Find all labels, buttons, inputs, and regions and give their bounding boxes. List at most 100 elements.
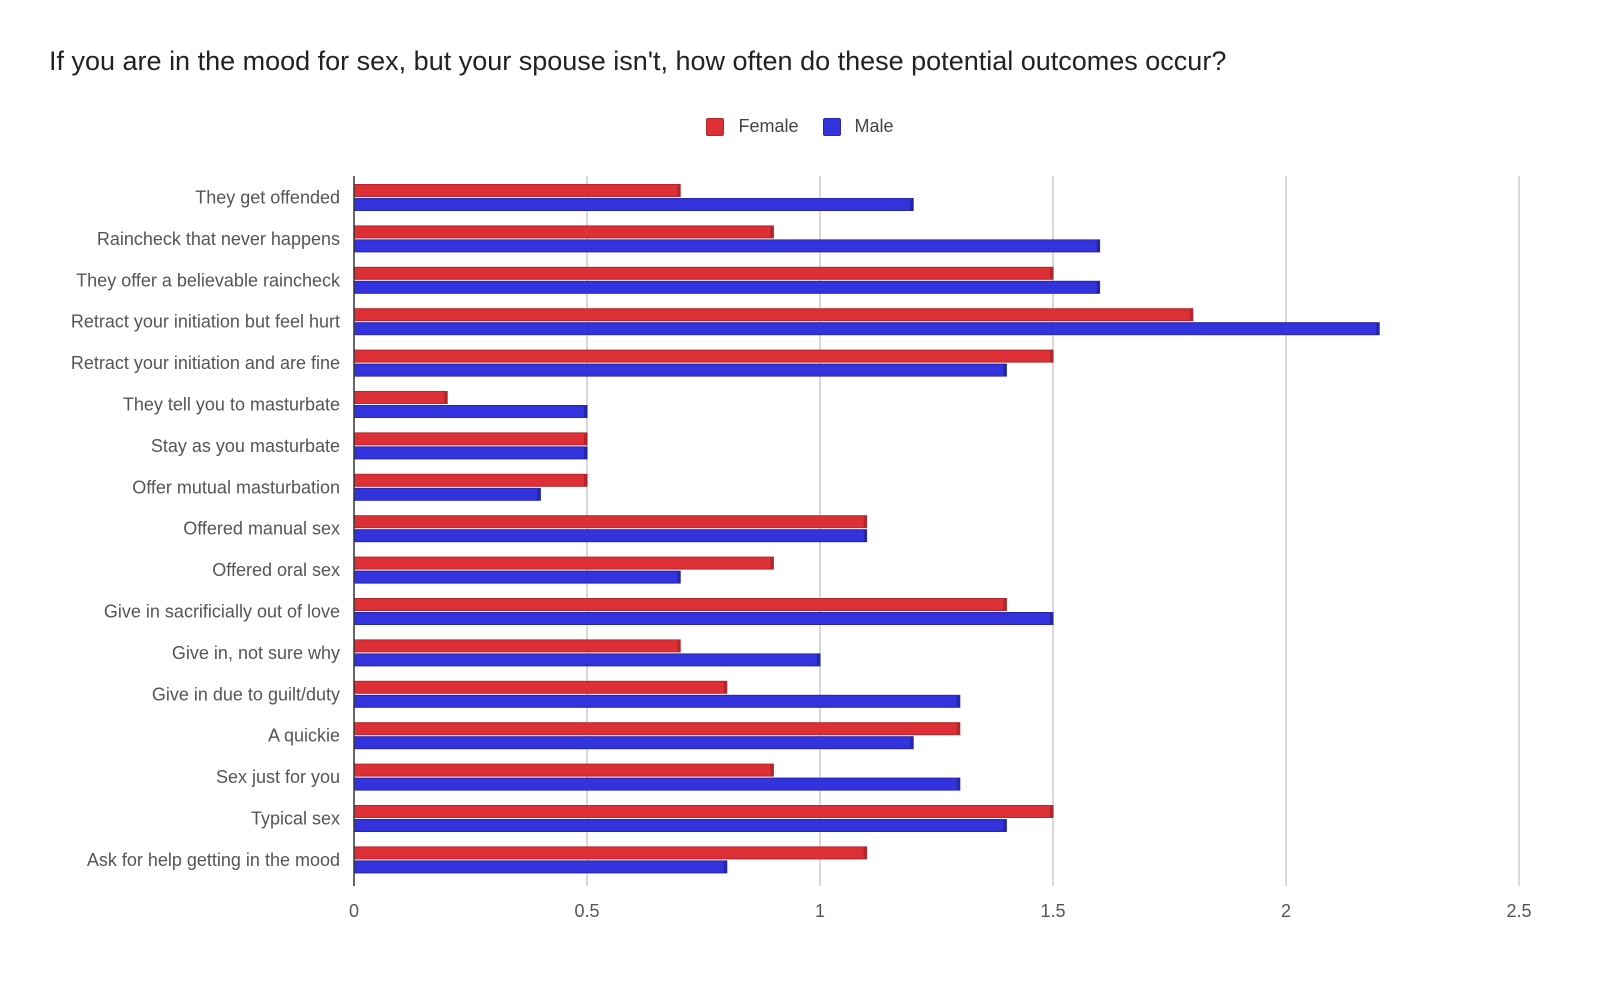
bar-edge [1050, 267, 1053, 280]
bar-female [353, 556, 774, 570]
category-label: They get offended [195, 188, 340, 208]
bar-edge [817, 653, 820, 666]
x-tick-label: 1 [815, 901, 825, 921]
category-label: Offered oral sex [212, 560, 340, 580]
bar-edge [723, 681, 727, 694]
bar-edge [1003, 598, 1007, 611]
legend-label-female: Female [738, 116, 799, 136]
bar-edge [863, 846, 867, 859]
bar-edge [910, 198, 914, 211]
bar-male [353, 529, 868, 543]
bar-edge [1050, 350, 1053, 363]
bar-female [353, 349, 1054, 363]
bar-edge [910, 736, 914, 749]
bar-edge [584, 405, 587, 418]
category-label: Raincheck that never happens [97, 229, 340, 249]
bar-edge [677, 639, 681, 652]
bar-edge [863, 515, 867, 528]
category-label: Stay as you masturbate [151, 436, 340, 456]
bar-edge [444, 391, 448, 404]
bar-female [353, 515, 868, 529]
category-label: A quickie [268, 726, 340, 746]
category-label: Give in, not sure why [172, 643, 340, 663]
x-tick-label: 0.5 [574, 901, 599, 921]
bar-male [353, 819, 1007, 832]
bar-male [353, 363, 1007, 377]
bar-edge [956, 778, 960, 791]
bar-edge [1050, 612, 1053, 625]
bar-edge [1050, 805, 1053, 818]
bar-male [353, 653, 821, 667]
category-label: Retract your initiation and are fine [71, 353, 340, 373]
bar-edge [1189, 308, 1193, 321]
bar-female [353, 308, 1194, 322]
bar-edge [1096, 239, 1100, 252]
legend-item-female[interactable]: Female [706, 116, 799, 137]
bar-male [353, 570, 681, 584]
bar-edge [1003, 364, 1007, 377]
bar-female [353, 846, 868, 860]
category-label: They tell you to masturbate [123, 395, 340, 415]
category-label: Give in due to guilt/duty [152, 684, 340, 704]
x-tick-label: 2.5 [1506, 901, 1531, 921]
bar-male [353, 860, 728, 874]
category-label: Give in sacrificially out of love [104, 602, 340, 622]
category-label: Offer mutual masturbation [132, 477, 340, 497]
x-tick-label: 0 [349, 901, 359, 921]
bar-female [353, 266, 1054, 280]
category-label: Typical sex [251, 809, 340, 829]
chart-legend: Female Male [0, 116, 1600, 137]
bar-edge [677, 571, 681, 584]
legend-swatch-female [706, 117, 725, 136]
bar-female [353, 722, 961, 736]
bar-edge [537, 488, 541, 501]
bar-edge [1003, 819, 1007, 832]
bar-edge [1096, 281, 1100, 294]
bar-edge [584, 474, 587, 487]
bar-male [353, 777, 961, 791]
chart-title: If you are in the mood for sex, but your… [49, 46, 1227, 76]
bar-male [353, 612, 1054, 625]
bar-female [353, 763, 774, 777]
bar-edge [863, 529, 867, 542]
bar-male [353, 322, 1380, 336]
legend-swatch-male [822, 117, 841, 136]
bar-male [353, 280, 1101, 294]
bar-female [353, 805, 1054, 818]
bar-female [353, 639, 681, 653]
bar-female [353, 391, 448, 404]
bar-edge [1376, 322, 1380, 335]
bar-female [353, 473, 588, 487]
bar-edge [770, 764, 774, 777]
category-label: Retract your initiation but feel hurt [71, 312, 340, 332]
bar-edge [584, 446, 587, 459]
bar-male [353, 198, 914, 211]
bar-female [353, 184, 681, 197]
bar-female [353, 598, 1007, 611]
bar-male [353, 694, 961, 708]
bar-edge [677, 184, 681, 197]
category-label: Ask for help getting in the mood [87, 850, 340, 870]
bar-edge [584, 432, 587, 445]
legend-label-male: Male [854, 116, 894, 136]
category-label: They offer a believable raincheck [76, 270, 341, 290]
bar-female [353, 225, 774, 239]
bar-female [353, 432, 588, 446]
bar-male [353, 239, 1101, 253]
bar-male [353, 405, 588, 418]
bar-male [353, 446, 588, 460]
category-label: Sex just for you [216, 767, 340, 787]
legend-item-male[interactable]: Male [822, 116, 894, 137]
bar-edge [956, 695, 960, 708]
bar-female [353, 680, 728, 694]
category-label: Offered manual sex [183, 519, 340, 539]
x-tick-label: 2 [1281, 901, 1291, 921]
x-tick-label: 1.5 [1040, 901, 1065, 921]
bar-edge [770, 225, 774, 238]
bar-edge [770, 557, 774, 570]
bar-male [353, 736, 914, 750]
bar-edge [956, 722, 960, 735]
bar-edge [723, 860, 727, 873]
bar-male [353, 487, 541, 501]
